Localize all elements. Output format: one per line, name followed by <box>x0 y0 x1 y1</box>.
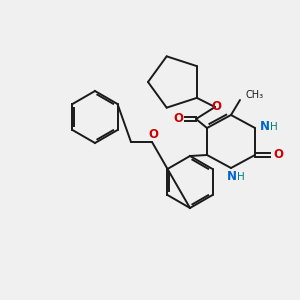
Text: O: O <box>273 148 283 161</box>
Text: H: H <box>237 172 245 182</box>
Text: O: O <box>173 112 183 125</box>
Text: N: N <box>227 170 237 184</box>
Text: CH₃: CH₃ <box>245 90 263 100</box>
Text: O: O <box>148 128 158 142</box>
Text: H: H <box>270 122 278 132</box>
Text: N: N <box>260 121 270 134</box>
Text: O: O <box>211 100 221 112</box>
